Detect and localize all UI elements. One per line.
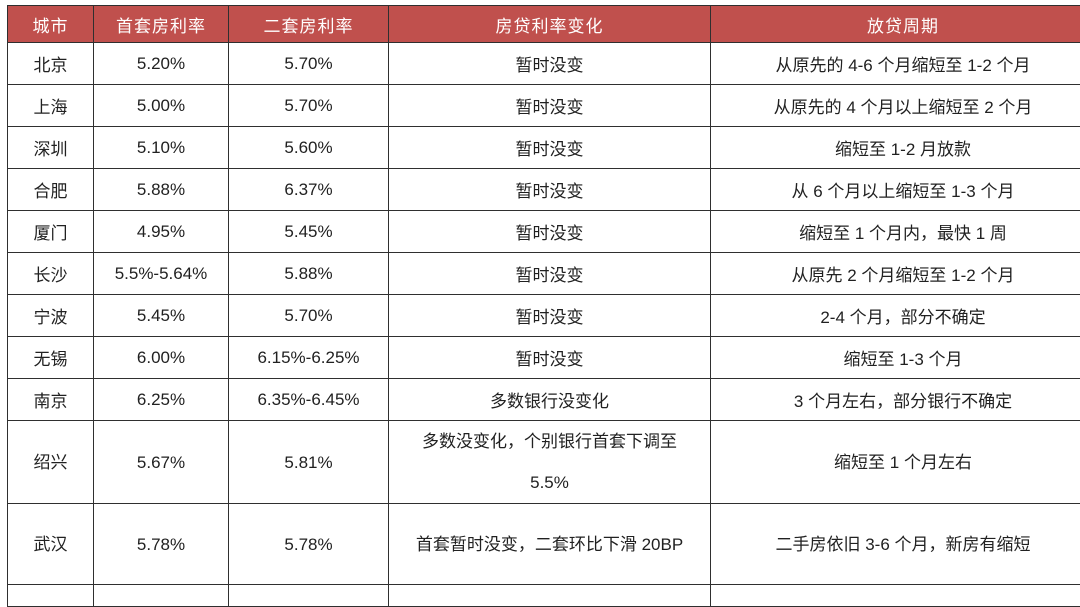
cell-rate-change: 暂时没变	[389, 43, 711, 85]
cell-rate-change: 多数银行没变化	[389, 379, 711, 421]
column-header-rate-change: 房贷利率变化	[389, 6, 711, 43]
header-row: 城市首套房利率二套房利率房贷利率变化放贷周期	[8, 6, 1080, 43]
cell-cycle: 从原先的 4-6 个月缩短至 1-2 个月	[711, 43, 1080, 85]
cell-cycle: 从原先 2 个月缩短至 1-2 个月	[711, 253, 1080, 295]
column-header-second-rate: 二套房利率	[229, 6, 389, 43]
cell-first-rate: 4.95%	[94, 211, 229, 253]
cell-city: 无锡	[8, 337, 94, 379]
cell-city: 厦门	[8, 211, 94, 253]
cell-rate-change: 暂时没变	[389, 85, 711, 127]
cell-city: 宁波	[8, 295, 94, 337]
cell-rate-change: 暂时没变	[389, 337, 711, 379]
cell-first-rate: 5.20%	[94, 43, 229, 85]
column-header-cycle: 放贷周期	[711, 6, 1080, 43]
cell-cycle-empty	[711, 585, 1080, 607]
column-header-city: 城市	[8, 6, 94, 43]
cell-cycle: 二手房依旧 3-6 个月，新房有缩短	[711, 504, 1080, 585]
cell-second-rate: 5.60%	[229, 127, 389, 169]
cell-rate-change: 暂时没变	[389, 211, 711, 253]
cell-rate-change: 多数没变化，个别银行首套下调至 5.5%	[389, 421, 711, 504]
cell-cycle: 3 个月左右，部分银行不确定	[711, 379, 1080, 421]
cell-second-rate: 5.81%	[229, 421, 389, 504]
cell-city: 绍兴	[8, 421, 94, 504]
cell-second-rate: 5.78%	[229, 504, 389, 585]
cell-rate-change: 暂时没变	[389, 253, 711, 295]
partial-cutoff-row	[8, 585, 1080, 607]
cell-rate-change: 暂时没变	[389, 127, 711, 169]
cell-first-rate: 5.5%-5.64%	[94, 253, 229, 295]
cell-rate-change: 暂时没变	[389, 169, 711, 211]
cell-second-rate: 6.35%-6.45%	[229, 379, 389, 421]
cell-cycle: 从原先的 4 个月以上缩短至 2 个月	[711, 85, 1080, 127]
column-header-first-rate: 首套房利率	[94, 6, 229, 43]
cell-second-rate: 5.70%	[229, 43, 389, 85]
cell-city: 武汉	[8, 504, 94, 585]
cell-cycle: 缩短至 1-2 月放款	[711, 127, 1080, 169]
cell-cycle: 缩短至 1-3 个月	[711, 337, 1080, 379]
cell-cycle: 2-4 个月，部分不确定	[711, 295, 1080, 337]
cell-rate-change-empty	[389, 585, 711, 607]
cell-city: 北京	[8, 43, 94, 85]
cell-cycle: 缩短至 1 个月内，最快 1 周	[711, 211, 1080, 253]
cell-second-rate: 5.70%	[229, 85, 389, 127]
cell-first-rate: 5.88%	[94, 169, 229, 211]
cell-second-rate: 5.45%	[229, 211, 389, 253]
cell-city: 上海	[8, 85, 94, 127]
cell-first-rate: 5.10%	[94, 127, 229, 169]
cell-first-rate: 6.00%	[94, 337, 229, 379]
cell-cycle: 缩短至 1 个月左右	[711, 421, 1080, 504]
cell-first-rate: 5.45%	[94, 295, 229, 337]
cell-rate-change: 暂时没变	[389, 295, 711, 337]
cell-first-rate: 6.25%	[94, 379, 229, 421]
cell-cycle: 从 6 个月以上缩短至 1-3 个月	[711, 169, 1080, 211]
cell-city: 合肥	[8, 169, 94, 211]
cell-second-rate: 5.70%	[229, 295, 389, 337]
cell-city: 南京	[8, 379, 94, 421]
cell-city: 深圳	[8, 127, 94, 169]
cell-second-rate-empty	[229, 585, 389, 607]
cell-second-rate: 5.88%	[229, 253, 389, 295]
cell-second-rate: 6.15%-6.25%	[229, 337, 389, 379]
cell-city-empty	[8, 585, 94, 607]
cell-first-rate: 5.67%	[94, 421, 229, 504]
cell-second-rate: 6.37%	[229, 169, 389, 211]
cell-first-rate-empty	[94, 585, 229, 607]
cell-first-rate: 5.00%	[94, 85, 229, 127]
cell-rate-change: 首套暂时没变，二套环比下滑 20BP	[389, 504, 711, 585]
cell-first-rate: 5.78%	[94, 504, 229, 585]
cell-city: 长沙	[8, 253, 94, 295]
